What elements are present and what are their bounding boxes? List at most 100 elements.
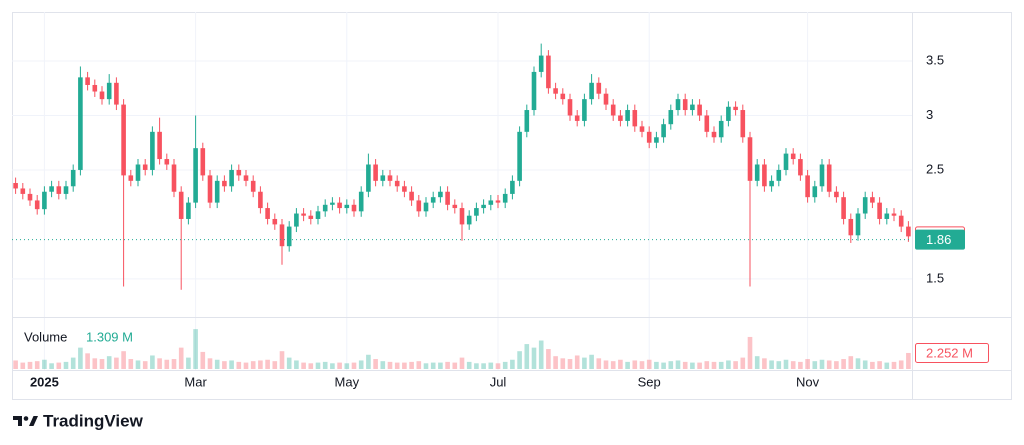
- candle-body: [236, 169, 242, 176]
- volume-bar: [783, 359, 789, 369]
- candle-body: [337, 202, 342, 209]
- volume-bar: [366, 354, 371, 369]
- candle-body: [85, 77, 90, 85]
- volume-bar: [862, 360, 868, 369]
- volume-bar: [308, 363, 314, 369]
- candle-body: [898, 215, 904, 227]
- candle-body: [92, 84, 98, 92]
- candle-body: [474, 208, 479, 216]
- candle-body: [502, 193, 508, 203]
- volume-bar: [531, 347, 537, 369]
- volume-bar: [13, 360, 18, 369]
- volume-bar: [898, 360, 904, 369]
- candle-body: [560, 93, 566, 100]
- y-tick-label: 3.5: [926, 52, 944, 67]
- candle-body: [625, 110, 630, 121]
- volume-bar: [747, 336, 753, 369]
- volume-bar: [42, 359, 47, 369]
- candle-body: [841, 197, 846, 219]
- candle-body: [819, 164, 825, 187]
- volume-bar: [157, 358, 162, 369]
- candle-body: [754, 164, 760, 181]
- volume-bar: [834, 361, 839, 369]
- volume-bar: [394, 362, 400, 369]
- volume-bar: [891, 361, 897, 369]
- chart-frame: [12, 12, 1012, 400]
- candle-body: [567, 99, 573, 116]
- volume-bar: [351, 362, 357, 369]
- volume-bar: [373, 359, 378, 369]
- volume-bar: [769, 360, 774, 369]
- volume-bar: [560, 358, 566, 369]
- candle-body: [243, 175, 249, 181]
- candle-body: [157, 131, 162, 160]
- volume-bar: [762, 358, 767, 369]
- volume-bar: [258, 360, 263, 369]
- candle-body: [106, 82, 112, 100]
- volume-bar: [632, 360, 638, 369]
- volume-bar: [27, 361, 33, 369]
- volume-bar: [114, 357, 119, 369]
- volume-bar: [409, 361, 414, 369]
- x-tick-label: Jul: [490, 374, 507, 389]
- volume-bar: [99, 359, 105, 369]
- volume-bar: [402, 362, 407, 369]
- candle-body: [63, 186, 69, 194]
- candle-body: [726, 106, 731, 121]
- candle-body: [718, 120, 724, 138]
- candle-body: [20, 188, 26, 194]
- candle-body: [488, 200, 494, 205]
- candle-body: [445, 191, 450, 205]
- volume-bar: [690, 362, 695, 369]
- volume-bar: [812, 361, 818, 369]
- volume-bar: [589, 354, 594, 369]
- candle-body: [891, 213, 897, 216]
- candle-body: [142, 164, 148, 170]
- candle-body: [884, 213, 890, 219]
- volume-title: Volume: [24, 329, 67, 344]
- volume-bar: [459, 357, 465, 369]
- volume-bar: [682, 361, 688, 369]
- candle-body: [812, 186, 818, 198]
- volume-bar: [150, 355, 155, 369]
- volume-bar: [236, 361, 242, 369]
- candle-body: [546, 55, 551, 89]
- y-tick-label: 1.5: [926, 270, 944, 285]
- volume-bar: [524, 344, 530, 369]
- candle-body: [207, 175, 213, 203]
- volume-bar: [870, 361, 875, 369]
- x-tick-label: May: [335, 374, 360, 389]
- candle-body: [423, 202, 429, 212]
- candle-body: [582, 99, 587, 121]
- candle-body: [438, 191, 443, 198]
- volume-bar: [582, 357, 587, 369]
- volume-bar: [186, 357, 191, 369]
- candle-body: [848, 218, 854, 236]
- volume-bar: [906, 352, 911, 369]
- candle-body: [805, 175, 810, 198]
- candle-body: [366, 164, 371, 192]
- volume-bar: [625, 361, 630, 369]
- volume-bar: [877, 361, 882, 369]
- candle-body: [214, 180, 220, 203]
- volume-bar: [848, 356, 854, 369]
- volume-bar: [884, 362, 890, 369]
- volume-bar: [121, 351, 126, 369]
- volume-bar: [646, 359, 652, 369]
- volume-bar: [474, 363, 479, 369]
- volume-bar: [63, 361, 69, 369]
- x-tick-label: Nov: [796, 374, 820, 389]
- candle-body: [416, 200, 422, 212]
- candle-body: [121, 104, 126, 176]
- volume-bar: [510, 359, 515, 369]
- candle-body: [531, 71, 537, 111]
- candle-body: [42, 191, 47, 210]
- candle-body: [258, 191, 263, 209]
- candle-body: [315, 211, 321, 219]
- volume-bar: [56, 362, 62, 369]
- volume-bar: [178, 347, 184, 369]
- candle-body: [49, 186, 54, 192]
- candle-body: [733, 106, 738, 111]
- volume-bar: [193, 329, 198, 369]
- volume-bar: [243, 362, 249, 369]
